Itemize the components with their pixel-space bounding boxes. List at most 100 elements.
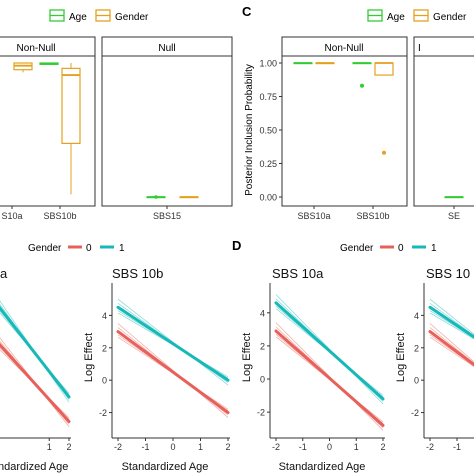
x-tick-label: -2 <box>114 442 122 452</box>
series-0-line <box>274 329 385 427</box>
x-tick-label: -1 <box>141 442 149 452</box>
y-tick-label: 0.75 <box>259 92 277 102</box>
y-tick-label: 0.25 <box>259 159 277 169</box>
x-tick-label: SE <box>448 211 460 221</box>
x-tick-label: 1 <box>354 442 359 452</box>
x-tick-label: SBS10b <box>356 211 389 221</box>
age-box <box>39 62 59 65</box>
line-panel: SBS 10 -2 0 2 4 Log Effect -2 -1 <box>395 266 474 452</box>
series-1-draw <box>429 310 474 339</box>
panel-title: SBS 10 <box>426 266 470 281</box>
y-tick-label: 2 <box>102 343 107 353</box>
series-1-draw <box>429 312 474 340</box>
line-panel: SBS 10a -2 0 2 4 Log Effect -2 -1 0 1 2 Standardize… <box>241 266 386 473</box>
series-0-draw <box>429 323 474 363</box>
age-box <box>293 62 313 65</box>
series-1-draw <box>0 310 70 396</box>
panel-title: a <box>0 266 8 281</box>
y-tick-label: 0 <box>102 376 107 386</box>
line-panel: a 1 2 ndardized Age <box>0 266 72 473</box>
y-axis-label: Log Effect <box>83 333 95 382</box>
series-0-line <box>428 330 474 367</box>
x-tick-label: 2 <box>225 442 230 452</box>
series-1-draw <box>429 302 474 337</box>
legend-label-0: 0 <box>86 243 92 254</box>
x-tick-label: S10a <box>1 211 22 221</box>
x-tick-label: 1 <box>198 442 203 452</box>
series-1-draw <box>0 312 70 394</box>
line-panel: SBS 10b -2 0 2 4 Log Effect -2 -1 0 1 2 Standardize… <box>83 266 231 473</box>
box-iqr <box>61 67 81 145</box>
line-panels: a 1 2 ndardized Age SBS 10b -2 0 2 4 Log Effect -2… <box>0 266 474 473</box>
series-1-line <box>428 305 474 339</box>
box-marks <box>13 62 464 199</box>
y-tick-label: 4 <box>414 311 419 321</box>
x-tick-label: SBS15 <box>153 211 181 221</box>
gender-box <box>179 196 199 199</box>
x-tick-label: 1 <box>47 442 52 452</box>
y-tick-label: 0.00 <box>259 193 277 203</box>
legend-label-1: 1 <box>431 243 437 254</box>
legend-bottom-right: Gender 0 1 <box>340 243 437 254</box>
x-tick-label: 2 <box>66 442 71 452</box>
x-axis-label: Standardized Age <box>279 461 366 473</box>
legend-label-0: 0 <box>398 243 404 254</box>
series-0-line <box>116 330 230 415</box>
x-tick-label: 2 <box>380 442 385 452</box>
y-tick-label: 4 <box>102 311 107 321</box>
y-tick-label: 1.00 <box>259 59 277 69</box>
series-1-draw <box>429 298 474 335</box>
box-iqr <box>374 62 394 76</box>
legend-label-age: Age <box>387 12 405 23</box>
y-tick-label: 4 <box>260 308 265 318</box>
outlier <box>360 83 364 88</box>
gender-box <box>61 63 81 195</box>
x-tick-label: SBS10a <box>297 211 330 221</box>
legend-label-1: 1 <box>119 243 125 254</box>
x-axis-label: Standardized Age <box>122 461 209 473</box>
svg-text:Null: Null <box>158 43 175 54</box>
legend-label-gender: Gender <box>115 12 149 23</box>
x-tick-label: SBS10b <box>43 211 76 221</box>
legend-top-right: Age Gender <box>367 9 467 23</box>
gender-box <box>374 62 394 155</box>
x-axis-label: ndardized Age <box>0 461 68 473</box>
box-axes: S10a SBS10b SBS15 0.00 0.25 0.50 0.75 1.00 SBS10… <box>1 59 460 222</box>
x-tick-label: -2 <box>272 442 280 452</box>
series-0-draw <box>429 327 474 364</box>
plot-frame-c-nonnull <box>281 55 408 207</box>
age-box <box>444 196 464 199</box>
series-1-line <box>274 301 385 401</box>
legend-title: Gender <box>340 243 374 254</box>
age-box <box>146 195 166 199</box>
age-box <box>352 62 372 88</box>
plot-frame-b-nonnull <box>0 55 96 207</box>
y-tick-label: 2 <box>414 343 419 353</box>
y-tick-label: 2 <box>260 341 265 351</box>
plot-frame-b-null <box>101 55 233 207</box>
strip-c-nonnull: Non-Null <box>281 36 408 57</box>
x-tick-label: -1 <box>299 442 307 452</box>
series-1-line <box>0 305 71 399</box>
x-tick-label: 0 <box>170 442 175 452</box>
series-0-draw <box>0 347 70 420</box>
outlier <box>382 150 386 155</box>
y-axis-label: Log Effect <box>395 333 407 382</box>
strip-b-nonnull: Non-Null <box>0 36 96 57</box>
series-0-draw <box>429 334 474 367</box>
series-0-line <box>0 342 71 423</box>
y-tick-label: -2 <box>257 408 265 418</box>
legend-title: Gender <box>28 243 62 254</box>
strip-c-null-partial: I <box>413 36 474 57</box>
x-tick-label: -1 <box>453 442 461 452</box>
x-tick-label: -2 <box>426 442 434 452</box>
y-axis-label: Log Effect <box>241 333 253 382</box>
panel-label-c: C <box>242 4 252 19</box>
gender-box <box>13 62 33 73</box>
legend-label-age: Age <box>69 12 87 23</box>
strip-b-null: Null <box>101 36 233 57</box>
svg-text:I: I <box>418 43 421 54</box>
legend-label-gender: Gender <box>433 12 467 23</box>
panel-title: SBS 10a <box>272 266 324 281</box>
